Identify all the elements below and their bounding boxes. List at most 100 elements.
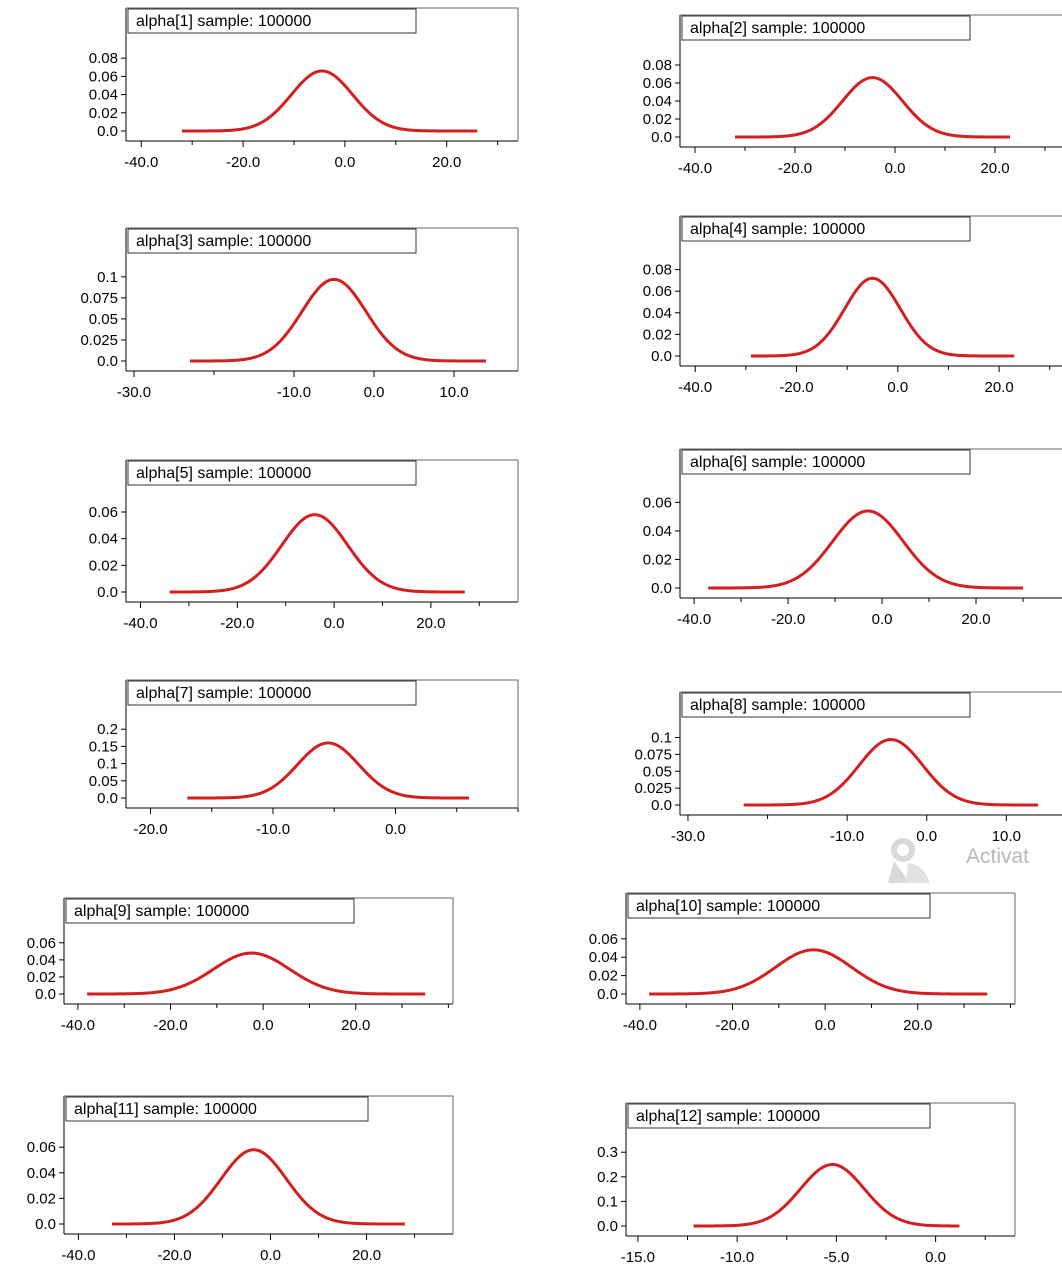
title-box [127, 460, 417, 486]
x-tick-label: 0.0 [887, 379, 908, 396]
y-tick-label: 0.06 [643, 75, 672, 92]
chart-title: alpha[3] sample: 100000 [136, 233, 311, 250]
y-tick-label: 0.15 [89, 738, 118, 755]
density-curve [735, 76, 1010, 139]
y-tick-label: 0.08 [643, 262, 672, 279]
y-tick-label: 0.06 [643, 283, 672, 300]
density-panel-3: alpha[3] sample: 100000 0.0 0.025 0.05 0.075… [80, 227, 519, 401]
y-tick-label: 0.1 [597, 1193, 618, 1210]
x-tick-label: -40.0 [678, 160, 712, 177]
density-panel-9: alpha[9] sample: 1000000.00.020.040.06-4… [27, 897, 454, 1034]
y-tick-label: 0.04 [643, 93, 672, 110]
x-tick-label: 20.0 [432, 154, 461, 171]
y-tick-label: 0.0 [97, 353, 118, 370]
density-panel-6: alpha[6] sample: 100000 0.0 0.02 0.04 0.06 -4… [643, 448, 1062, 628]
y-tick-label: 0.0 [651, 580, 672, 597]
x-tick-label: -10.0 [720, 1249, 754, 1266]
x-tick-label: -20.0 [778, 160, 812, 177]
y-tick-label: 0.02 [89, 557, 118, 574]
y-tick-label: 0.06 [589, 931, 618, 948]
title-box [681, 692, 971, 718]
y-tick-label: 0.02 [589, 968, 618, 985]
density-panel-4: alpha[4] sample: 100000 0.0 0.02 0.04 0.06 0.… [643, 215, 1062, 396]
density-curve [750, 276, 1015, 358]
title-box [127, 680, 417, 706]
x-tick-label: -20.0 [220, 615, 254, 632]
x-tick-label: -40.0 [123, 615, 157, 632]
x-tick-label: 0.0 [916, 828, 937, 845]
y-tick-label: 0.06 [27, 1139, 56, 1156]
x-tick-label: 20.0 [984, 379, 1013, 396]
chart-title: alpha[12] sample: 100000 [636, 1108, 820, 1125]
x-tick-label: -20.0 [133, 821, 167, 838]
x-tick-label: -5.0 [823, 1249, 849, 1266]
density-panel-8: alpha[8] sample: 1000000.00.0250.050.075… [634, 691, 1062, 845]
x-tick-label: 20.0 [903, 1017, 932, 1034]
title-box [681, 449, 971, 475]
x-tick-label: 0.0 [885, 160, 906, 177]
y-tick-label: 0.06 [89, 68, 118, 85]
x-tick-label: 0.0 [925, 1249, 946, 1266]
y-tick-label: 0.0 [651, 797, 672, 814]
density-panel-5: alpha[5] sample: 100000 0.0 0.02 0.04 0.06 -4… [89, 459, 519, 632]
y-tick-label: 0.0 [597, 1218, 618, 1235]
chart-title: alpha[8] sample: 100000 [690, 697, 865, 714]
y-tick-label: 0.06 [89, 504, 118, 521]
watermark-text: Activat [966, 845, 1030, 868]
x-tick-label: 0.0 [253, 1017, 274, 1034]
density-panel-1: alpha[1] sample: 1000000.00.020.040.060.… [89, 7, 519, 171]
y-tick-label: 0.075 [634, 746, 672, 763]
density-curve [112, 1148, 405, 1226]
y-tick-label: 0.3 [597, 1144, 618, 1161]
x-tick-label: -40.0 [124, 154, 158, 171]
density-panel-12: alpha[12] sample: 100000 0.0 0.1 0.2 0.3 -15.… [597, 1102, 1016, 1266]
x-tick-label: 20.0 [416, 615, 445, 632]
y-tick-label: 0.0 [97, 584, 118, 601]
x-tick-label: 0.0 [260, 1247, 281, 1264]
y-tick-label: 0.06 [27, 935, 56, 952]
title-box [65, 898, 355, 924]
title-box [681, 216, 971, 242]
y-tick-label: 0.02 [89, 105, 118, 122]
y-tick-label: 0.05 [89, 773, 118, 790]
y-tick-label: 0.04 [89, 531, 118, 548]
y-tick-label: 0.08 [89, 50, 118, 67]
x-tick-label: 0.0 [815, 1017, 836, 1034]
density-curve [169, 513, 465, 594]
y-tick-label: 0.0 [597, 986, 618, 1003]
x-tick-label: -20.0 [157, 1247, 191, 1264]
y-tick-label: 0.04 [27, 952, 56, 969]
density-panel-2: alpha[2] sample: 1000000.00.020.040.060.… [643, 14, 1062, 177]
x-tick-label: -15.0 [621, 1249, 655, 1266]
x-tick-label: -10.0 [256, 821, 290, 838]
x-tick-label: -40.0 [623, 1017, 657, 1034]
y-tick-label: 0.02 [643, 326, 672, 343]
chart-title: alpha[5] sample: 100000 [136, 465, 311, 482]
density-curve [190, 277, 486, 363]
y-tick-label: 0.04 [27, 1165, 56, 1182]
x-tick-label: -10.0 [830, 828, 864, 845]
chart-title: alpha[2] sample: 100000 [690, 20, 865, 37]
title-box [681, 15, 971, 41]
y-tick-label: 0.1 [97, 756, 118, 773]
x-tick-label: -30.0 [671, 828, 705, 845]
y-tick-label: 0.04 [643, 523, 672, 540]
x-tick-label: 20.0 [341, 1017, 370, 1034]
chart-title: alpha[7] sample: 100000 [136, 685, 311, 702]
density-curve [708, 509, 1024, 590]
x-tick-label: 0.0 [364, 384, 385, 401]
density-panel-10: alpha[10] sample: 1000000.00.020.040.06-… [589, 892, 1016, 1034]
y-tick-label: 0.04 [589, 949, 618, 966]
y-tick-label: 0.05 [643, 763, 672, 780]
density-curve [693, 1163, 960, 1228]
density-curve [743, 738, 1039, 807]
chart-title: alpha[11] sample: 100000 [74, 1101, 257, 1118]
x-tick-label: -40.0 [61, 1017, 95, 1034]
y-tick-label: 0.02 [27, 1190, 56, 1207]
chart-title: alpha[4] sample: 100000 [690, 221, 865, 238]
x-tick-label: -20.0 [226, 154, 260, 171]
activation-watermark: Activat [884, 833, 1062, 885]
y-tick-label: 0.025 [634, 780, 672, 797]
y-tick-label: 0.2 [597, 1169, 618, 1186]
